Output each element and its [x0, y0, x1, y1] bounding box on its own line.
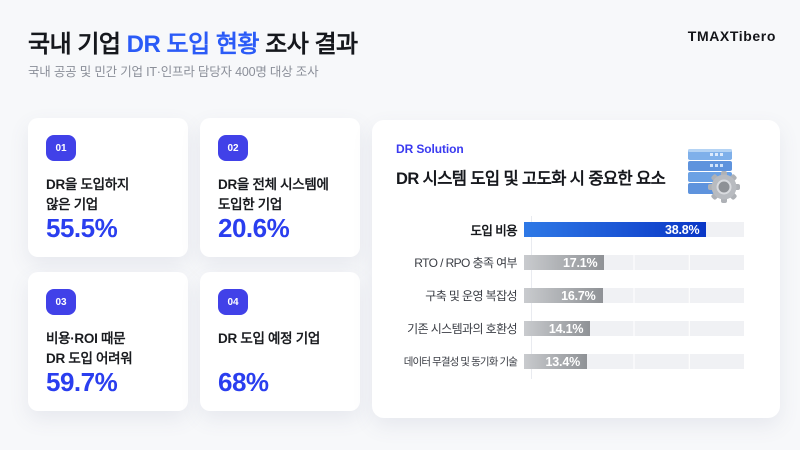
chart-bar-value: 14.1% [548, 321, 584, 336]
chart-bar: 17.1% [524, 255, 605, 270]
card-label: DR 도입 예정 기업 [218, 329, 342, 349]
card-value: 68% [218, 367, 269, 397]
card-label-line1: DR을 전체 시스템에 [218, 177, 329, 192]
stat-card-grid: 01 DR을 도입하지 않은 기업 55.5% 02 DR을 전체 시스템에 도… [28, 118, 360, 411]
panel-tag: DR Solution [396, 142, 464, 156]
card-number-badge: 03 [46, 289, 76, 315]
card-value: 55.5% [46, 213, 118, 243]
chart-category-label: 데이터 무결성 및 동기화 기술 [403, 356, 518, 368]
page-title-pre: 국내 기업 [28, 31, 127, 58]
panel-title: DR 시스템 도입 및 고도화 시 중요한 요소 [396, 170, 666, 188]
stat-card-not-adopted: 01 DR을 도입하지 않은 기업 55.5% [28, 118, 188, 257]
chart-bar-value: 13.4% [545, 354, 581, 369]
chart-bar-track: 17.1% [524, 255, 745, 270]
chart-bar-value: 16.7% [561, 288, 596, 303]
card-number-badge: 02 [218, 135, 248, 161]
chart-bar-track: 14.1% [524, 321, 745, 336]
chart-bar-track: 13.4% [524, 354, 745, 369]
page-title-post: 조사 결과 [258, 31, 358, 58]
stat-card-full-adoption: 02 DR을 전체 시스템에 도입한 기업 20.6% [200, 118, 360, 257]
chart-bar-value: 38.8% [664, 222, 700, 237]
chart-bar: 38.8% [524, 222, 707, 237]
card-label-line1: 비용·ROI 때문 [46, 331, 126, 346]
chart-row: 데이터 무결성 및 동기화 기술 13.4% [396, 354, 745, 369]
chart-row: RTO / RPO 충족 여부 17.1% [396, 255, 745, 270]
chart-category-label: RTO / RPO 충족 여부 [414, 256, 517, 270]
chart-bar: 13.4% [524, 354, 587, 369]
chart-row: 도입 비용 38.8% [396, 222, 745, 238]
card-label-line1: DR 도입 예정 기업 [218, 331, 320, 346]
chart-bar: 16.7% [524, 288, 603, 303]
card-value: 20.6% [218, 213, 290, 243]
card-number-badge: 04 [218, 289, 248, 315]
card-label: DR을 전체 시스템에 도입한 기업 [218, 175, 342, 214]
chart-bar-track: 16.7% [524, 288, 745, 303]
card-number-badge: 01 [46, 135, 76, 161]
chart-category-label: 기존 시스템과의 호환성 [407, 322, 517, 336]
card-label-line2: 도입한 기업 [218, 196, 283, 212]
chart-bar-value: 17.1% [562, 255, 598, 270]
dr-solution-panel: DR Solution DR 시스템 도입 및 고도화 시 중요한 요소 [372, 120, 780, 418]
card-label-line2: DR 도입 어려워 [46, 350, 133, 366]
page-title-accent: DR 도입 현황 [126, 31, 260, 58]
page-subtitle: 국내 공공 및 민간 기업 IT·인프라 담당자 400명 대상 조사 [28, 65, 319, 79]
stat-card-cost-roi: 03 비용·ROI 때문 DR 도입 어려워 59.7% [28, 272, 188, 411]
chart-bar: 14.1% [524, 321, 591, 336]
card-value: 59.7% [46, 367, 118, 397]
tmax-tibero-logo: TMAXTibero [687, 28, 776, 44]
card-label: DR을 도입하지 않은 기업 [46, 175, 170, 214]
chart-row: 구축 및 운영 복잡성 16.7% [396, 288, 745, 303]
chart-bar-track: 38.8% [524, 222, 745, 237]
card-label-line2: 않은 기업 [46, 196, 98, 212]
page-title: 국내 기업 DR 도입 현황 조사 결과 [28, 24, 358, 59]
chart-category-label: 구축 및 운영 복잡성 [425, 289, 517, 303]
chart-row: 기존 시스템과의 호환성 14.1% [396, 321, 745, 336]
stat-card-planned: 04 DR 도입 예정 기업 68% [200, 272, 360, 411]
chart-category-label: 도입 비용 [470, 224, 518, 238]
bar-chart: 도입 비용 38.8% RTO / RPO 충족 여부 17.1% 구축 및 운영 복잡… [396, 216, 745, 387]
card-label: 비용·ROI 때문 DR 도입 어려워 [46, 329, 170, 368]
server-stack-gear-icon [688, 149, 740, 203]
card-label-line1: DR을 도입하지 [46, 177, 129, 192]
